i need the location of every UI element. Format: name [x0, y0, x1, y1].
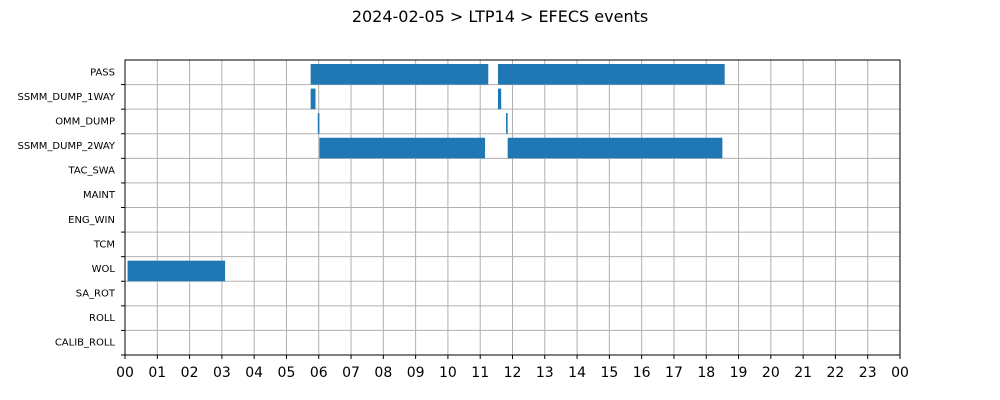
x-tick-label: 13 — [536, 365, 554, 381]
event-bar — [310, 64, 489, 85]
event-bar — [319, 137, 486, 159]
axes — [121, 59, 901, 359]
x-tick-label: 05 — [278, 365, 296, 381]
y-tick-label: TCM — [93, 239, 115, 250]
y-tick-label: SSMM_DUMP_1WAY — [17, 92, 115, 103]
x-tick-label: 16 — [633, 365, 651, 381]
event-bars — [127, 64, 725, 282]
x-tick-labels: 00 01 02 03 04 05 06 07 08 09 10 11 12 13 14 15 16 17 18 19… — [116, 365, 909, 381]
y-tick-label: ROLL — [89, 313, 115, 324]
x-tick-label: 22 — [827, 365, 845, 381]
y-tick-label: SSMM_DUMP_2WAY — [17, 141, 115, 152]
chart-title: 2024-02-05 > LTP14 > EFECS events — [352, 7, 648, 26]
x-tick-label: 15 — [600, 365, 618, 381]
y-tick-labels: PASS SSMM_DUMP_1WAY OMM_DUMP SSMM_DUMP_2WAY… — [17, 67, 115, 348]
y-tick-label: MAINT — [83, 190, 116, 201]
grid — [124, 60, 901, 355]
x-tick-label: 14 — [568, 365, 586, 381]
y-tick-label: ENG_WIN — [68, 215, 115, 226]
event-bar — [497, 64, 725, 85]
y-tick-label: PASS — [90, 67, 115, 78]
x-tick-label: 21 — [794, 365, 812, 381]
y-tick-label: TAC_SWA — [67, 166, 115, 177]
x-tick-label: 23 — [859, 365, 877, 381]
x-tick-label: 02 — [181, 365, 199, 381]
x-tick-label: 07 — [342, 365, 360, 381]
event-bar — [506, 113, 508, 134]
x-tick-label: 12 — [504, 365, 522, 381]
y-tick-label: OMM_DUMP — [55, 116, 115, 127]
x-tick-label: 00 — [891, 365, 909, 381]
plot-frame — [124, 59, 901, 356]
event-bar — [310, 88, 316, 110]
x-tick-label: 04 — [245, 365, 263, 381]
x-tick-label: 10 — [439, 365, 457, 381]
x-tick-label: 01 — [148, 365, 166, 381]
x-tick-label: 03 — [213, 365, 231, 381]
x-tick-label: 19 — [730, 365, 748, 381]
y-tick-label: CALIB_ROLL — [55, 338, 116, 349]
x-tick-label: 11 — [471, 365, 489, 381]
x-tick-label: 18 — [697, 365, 715, 381]
x-tick-label: 17 — [665, 365, 683, 381]
y-tick-label: WOL — [92, 264, 116, 275]
x-tick-label: 08 — [374, 365, 392, 381]
x-tick-label: 00 — [116, 365, 134, 381]
event-bar — [507, 137, 723, 159]
event-bar — [317, 113, 320, 134]
x-tick-label: 09 — [407, 365, 425, 381]
event-bar — [497, 88, 502, 110]
x-tick-label: 20 — [762, 365, 780, 381]
event-bar — [127, 260, 226, 282]
y-tick-label: SA_ROT — [76, 289, 116, 300]
x-tick-label: 06 — [310, 365, 328, 381]
